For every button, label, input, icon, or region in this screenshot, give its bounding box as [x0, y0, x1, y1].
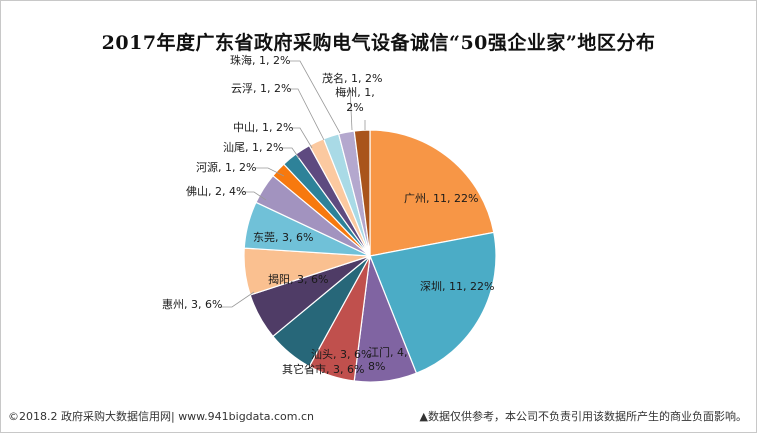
leader-line-9	[240, 191, 267, 201]
data-label-13: 云浮, 1, 2%	[231, 82, 291, 95]
pie-slice-1	[369, 129, 495, 257]
data-label-2: 深圳, 11, 22%	[420, 280, 494, 293]
data-label-15: 茂名, 1, 2%	[322, 71, 382, 85]
data-label-7: 揭阳, 3, 6%	[268, 272, 328, 286]
leader-line-12	[291, 127, 313, 149]
data-label-8: 东莞, 3, 6%	[253, 231, 313, 244]
data-label-11: 汕尾, 1, 2%	[223, 141, 283, 154]
footer-source: ©2018.2 政府采购大数据信用网| www.941bigdata.com.c…	[8, 410, 314, 423]
data-label-1: 广州, 11, 22%	[404, 192, 478, 205]
leader-line-6	[220, 291, 255, 308]
pie-slice-16	[353, 129, 371, 257]
data-label-9: 佛山, 2, 4%	[186, 185, 246, 198]
data-label-6: 惠州, 3, 6%	[162, 297, 222, 311]
data-label-14: 珠海, 1, 2%	[230, 53, 290, 67]
data-label-5: 其它省市, 3, 6%	[282, 362, 364, 376]
leader-line-14	[289, 60, 341, 134]
footer-disclaimer: ▲数据仅供参考，本公司不负责引用该数据所产生的商业负面影响。	[419, 410, 747, 423]
leader-line-10	[255, 167, 285, 177]
data-label-10: 河源, 1, 2%	[196, 160, 256, 174]
data-label-16: 梅州, 1, 2%	[335, 85, 375, 114]
chart-title: 2017年度广东省政府采购电气设备诚信“50强企业家”地区分布	[101, 32, 656, 54]
leader-line-15	[349, 87, 353, 131]
pie-slice-2	[369, 231, 497, 374]
data-label-4: 汕头, 3, 6%	[311, 348, 371, 361]
leader-line-13	[289, 88, 325, 141]
data-label-3: 江门, 4, 8%	[368, 345, 408, 373]
leader-line-11	[281, 147, 300, 159]
data-label-12: 中山, 1, 2%	[233, 121, 293, 134]
